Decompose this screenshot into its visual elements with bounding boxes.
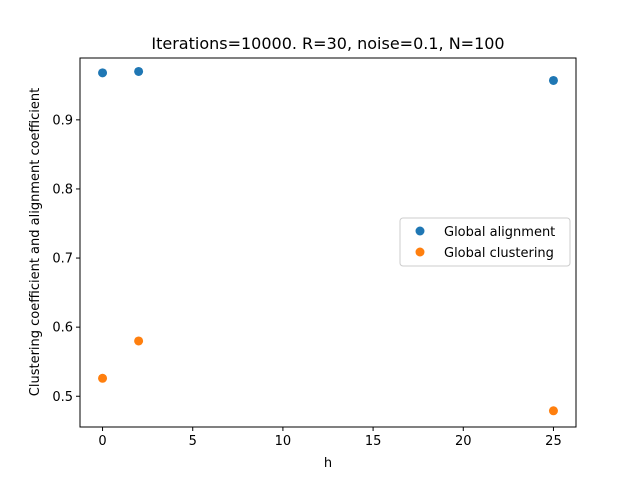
x-tick-label: 20 (455, 434, 472, 449)
y-tick-label: 0.6 (52, 321, 73, 336)
y-tick-label: 0.9 (52, 113, 73, 128)
x-tick-label: 0 (98, 434, 106, 449)
clustering-point (548, 406, 558, 416)
x-tick-label: 15 (365, 434, 382, 449)
legend-box (399, 217, 571, 267)
legend-label-clustering: Global clustering (444, 246, 554, 261)
alignment-point (98, 68, 108, 78)
y-tick-label: 0.5 (52, 390, 73, 405)
y-tick-label: 0.7 (52, 252, 73, 267)
x-tick-label: 10 (275, 434, 292, 449)
x-axis: 0 5 10 15 20 25 (98, 427, 562, 449)
alignment-point (548, 75, 558, 85)
legend-marker-clustering (415, 247, 425, 257)
legend: Global alignment Global clustering (399, 217, 571, 267)
chart-title: Iterations=10000. R=30, noise=0.1, N=100 (151, 34, 504, 53)
clustering-point (98, 373, 108, 383)
y-tick-label: 0.8 (52, 182, 73, 197)
alignment-point (134, 66, 144, 76)
legend-marker-alignment (415, 226, 425, 236)
clustering-point (134, 336, 144, 346)
y-axis: 0.5 0.6 0.7 0.8 0.9 (52, 113, 80, 405)
x-tick-label: 25 (545, 434, 562, 449)
legend-label-alignment: Global alignment (444, 225, 555, 240)
x-axis-label: h (324, 456, 332, 471)
plot-frame (79, 57, 577, 428)
y-axis-label: Clustering coefficient and alignment coe… (28, 88, 43, 396)
data-points (98, 66, 558, 416)
x-tick-label: 5 (189, 434, 197, 449)
